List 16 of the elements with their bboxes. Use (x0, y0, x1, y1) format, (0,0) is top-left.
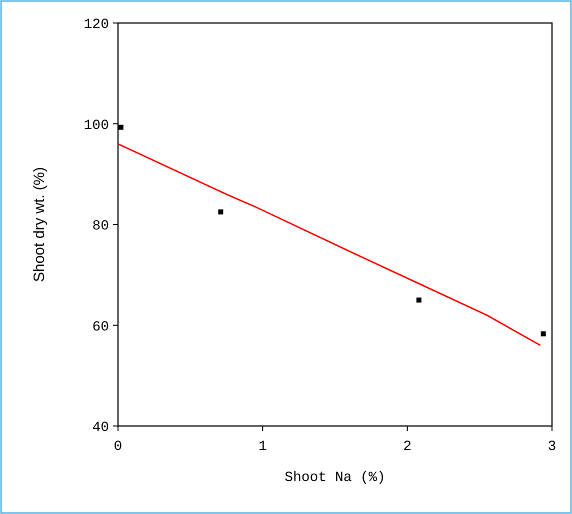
y-tick-label: 60 (92, 319, 109, 336)
x-tick-label: 0 (114, 439, 122, 455)
x-axis-title: Shoot Na (%) (284, 470, 386, 486)
x-tick-label: 2 (403, 439, 412, 455)
x-tick-label: 1 (258, 439, 267, 455)
point (416, 298, 422, 303)
point (218, 209, 224, 214)
y-axis-title: Shoot dry wt. (%) (31, 166, 48, 282)
y-tick-label: 80 (92, 218, 109, 234)
point (118, 124, 124, 130)
y-tick-label: 40 (92, 420, 109, 436)
y-tick-label: 120 (84, 17, 109, 33)
line-series (117, 143, 542, 346)
y-tick-label: 100 (84, 118, 109, 134)
point (540, 331, 546, 336)
x-tick-label: 3 (548, 439, 556, 455)
